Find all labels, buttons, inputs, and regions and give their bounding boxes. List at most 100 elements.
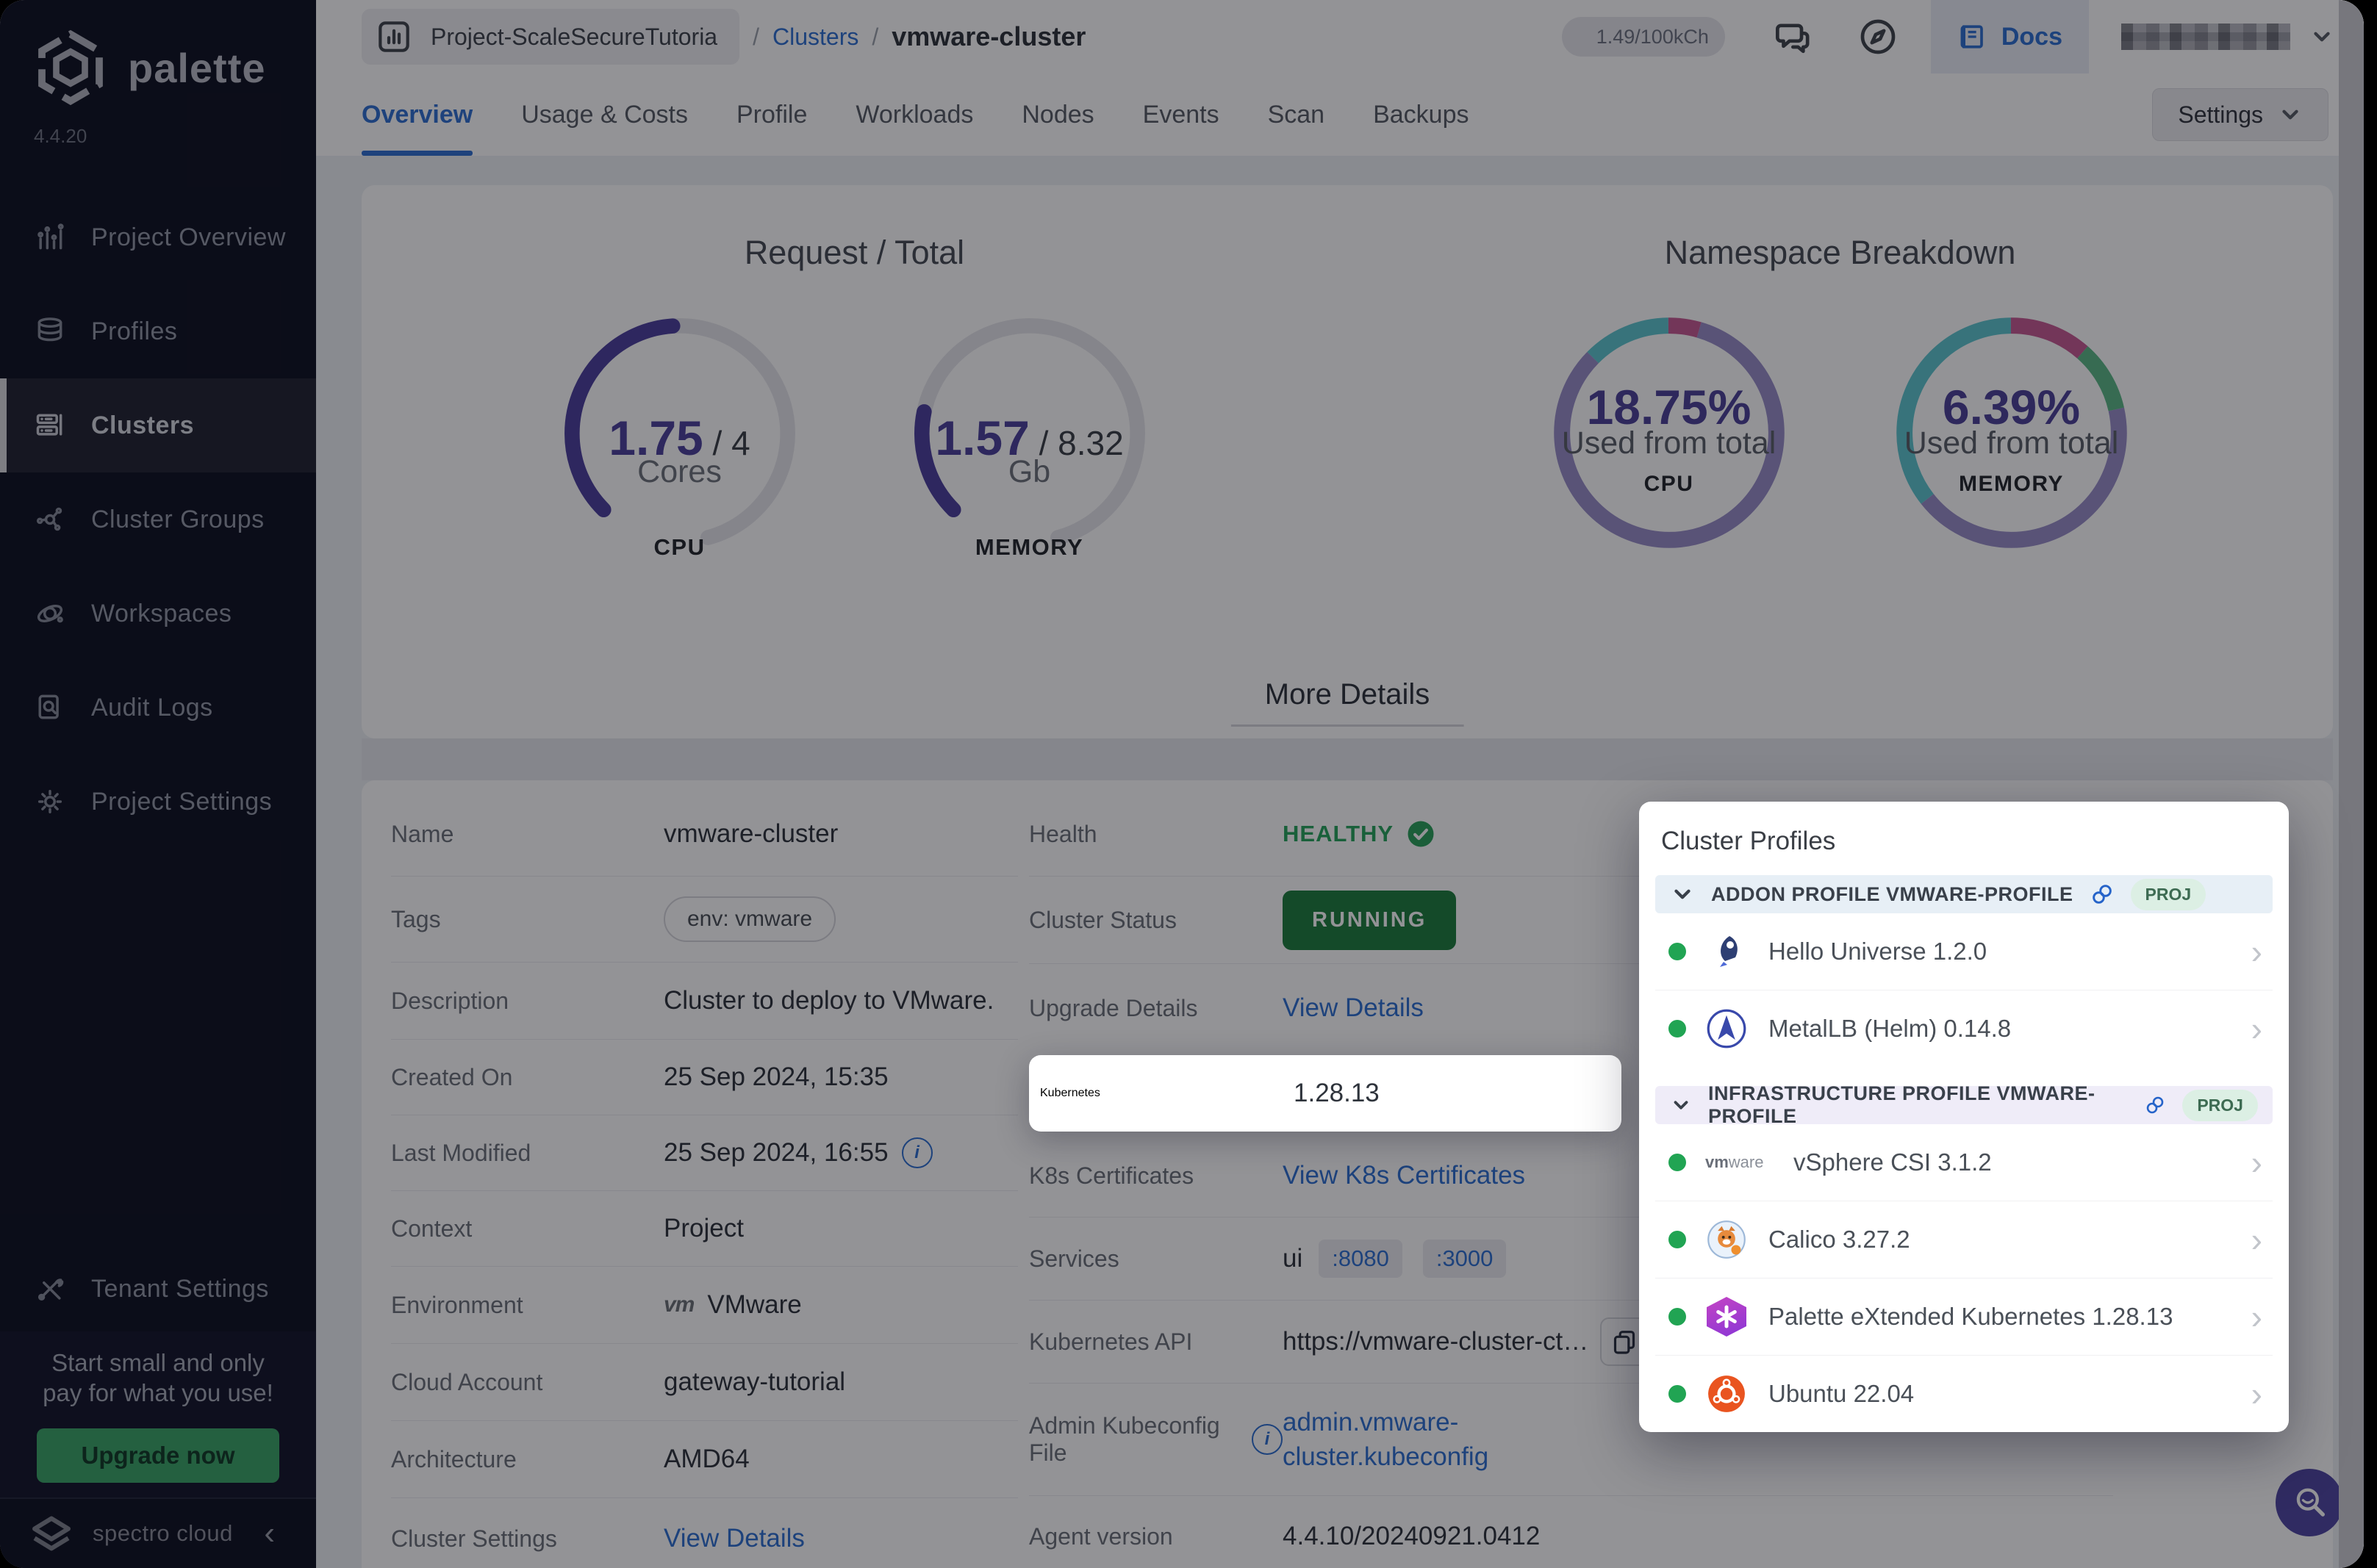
sidebar-item-tenant-settings[interactable]: Tenant Settings bbox=[0, 1242, 316, 1336]
infrastructure-profile-header[interactable]: INFRASTRUCTURE PROFILE VMWARE-PROFILE PR… bbox=[1655, 1082, 2273, 1127]
service-port-link[interactable]: :3000 bbox=[1422, 1240, 1507, 1278]
upgrade-now-button[interactable]: Upgrade now bbox=[37, 1428, 279, 1484]
breadcrumb-clusters-link[interactable]: Clusters bbox=[772, 23, 859, 50]
status-dot bbox=[1668, 1020, 1686, 1037]
vmware-logo-icon: vmware bbox=[1705, 1153, 1764, 1171]
breadcrumb-project-name: Project-ScaleSecureTutoria bbox=[431, 23, 718, 50]
detail-row-architecture: Architecture AMD64 bbox=[391, 1420, 1018, 1497]
chevron-down-icon bbox=[2314, 32, 2330, 42]
detail-row-certs: K8s Certificates View K8s Certificates bbox=[1029, 1161, 1526, 1190]
kubernetes-spotlight-row: Kubernetes 1.28.13 bbox=[1029, 1052, 2113, 1134]
profile-item-palette-k8s[interactable]: Palette eXtended Kubernetes 1.28.13 › bbox=[1655, 1278, 2273, 1355]
upgrade-details-link[interactable]: View Details bbox=[1283, 993, 1424, 1022]
profile-item-vsphere-csi[interactable]: vmware vSphere CSI 3.1.2 › bbox=[1655, 1124, 2273, 1201]
namespace-breakdown-title: Namespace Breakdown bbox=[1664, 234, 2016, 271]
sidebar-item-workspaces[interactable]: Workspaces bbox=[0, 567, 316, 661]
status-dot bbox=[1668, 1231, 1686, 1248]
sidebar-item-project-settings[interactable]: Project Settings bbox=[0, 755, 316, 849]
user-name-redacted bbox=[2121, 24, 2290, 50]
memory-gauge-unit: Gb bbox=[1008, 454, 1051, 490]
memory-donut-caption: Used from total bbox=[1904, 425, 2119, 461]
tab-backups[interactable]: Backups bbox=[1373, 100, 1469, 129]
brand-logo: palette bbox=[0, 0, 316, 106]
chevron-down-icon bbox=[1674, 1101, 1688, 1110]
calico-icon bbox=[1705, 1218, 1748, 1261]
detail-row-cluster-settings: Cluster Settings View Details bbox=[391, 1497, 1018, 1568]
more-details-button[interactable]: More Details bbox=[1230, 665, 1464, 727]
detail-row-environment: Environment vm VMware bbox=[391, 1266, 1018, 1343]
footer-brand: spectro cloud bbox=[93, 1520, 233, 1546]
sidebar-item-cluster-groups[interactable]: Cluster Groups bbox=[0, 472, 316, 567]
settings-button[interactable]: Settings bbox=[2152, 88, 2328, 141]
memory-donut-label: MEMORY bbox=[1959, 471, 2064, 496]
bar-chart-icon bbox=[37, 223, 64, 250]
k8s-certificates-link[interactable]: View K8s Certificates bbox=[1283, 1161, 1526, 1190]
chevron-right-icon: › bbox=[2251, 1010, 2262, 1048]
scope-badge: PROJ bbox=[2130, 878, 2206, 910]
detail-row-modified: Last Modified 25 Sep 2024, 16:55 i bbox=[391, 1115, 1018, 1190]
profile-item-metallb[interactable]: MetalLB (Helm) 0.14.8 › bbox=[1655, 990, 2273, 1067]
vmware-vm-icon: vm bbox=[664, 1292, 695, 1317]
cluster-settings-link[interactable]: View Details bbox=[664, 1524, 805, 1553]
chevron-right-icon: › bbox=[2251, 1220, 2262, 1259]
sidebar-item-label: Tenant Settings bbox=[91, 1274, 269, 1303]
orbit-icon bbox=[37, 605, 63, 623]
breadcrumb-separator: / bbox=[872, 23, 879, 50]
chevron-right-icon: › bbox=[2251, 1375, 2262, 1413]
sidebar-item-label: Profiles bbox=[91, 317, 178, 345]
health-status: HEALTHY bbox=[1283, 819, 1436, 849]
top-bar: Project-ScaleSecureTutoria / Clusters / … bbox=[316, 0, 2364, 73]
sidebar-item-project-overview[interactable]: Project Overview bbox=[0, 190, 316, 284]
running-status-badge: RUNNING bbox=[1283, 890, 1457, 950]
palette-logo-icon bbox=[38, 29, 103, 106]
sidebar-item-audit-logs[interactable]: Audit Logs bbox=[0, 661, 316, 755]
hello-universe-icon bbox=[1705, 930, 1748, 973]
status-dot bbox=[1668, 1385, 1686, 1403]
search-fab-button[interactable] bbox=[2276, 1469, 2343, 1536]
kubeconfig-link[interactable]: admin.vmware-cluster.kubeconfig bbox=[1283, 1407, 1489, 1471]
sidebar-footer: spectro cloud ‹ bbox=[0, 1497, 316, 1568]
service-port-link[interactable]: :8080 bbox=[1319, 1240, 1402, 1278]
profile-item-hello-universe[interactable]: Hello Universe 1.2.0 › bbox=[1655, 913, 2273, 990]
breadcrumb-separator: / bbox=[753, 23, 759, 50]
cpu-gauge: 1.75 / 4 Cores CPU bbox=[548, 304, 812, 563]
layers-icon bbox=[37, 317, 62, 342]
profile-item-ubuntu[interactable]: Ubuntu 22.04 › bbox=[1655, 1355, 2273, 1432]
network-icon bbox=[36, 507, 62, 531]
sidebar: palette 4.4.20 Project Overview Profiles… bbox=[0, 0, 316, 1568]
tab-nodes[interactable]: Nodes bbox=[1022, 100, 1094, 129]
addon-profile-header[interactable]: ADDON PROFILE VMWARE-PROFILE PROJ bbox=[1655, 875, 2273, 913]
tab-workloads[interactable]: Workloads bbox=[856, 100, 974, 129]
sidebar-item-clusters[interactable]: Clusters bbox=[0, 378, 316, 472]
collapse-sidebar-icon[interactable]: ‹ bbox=[264, 1515, 275, 1551]
info-icon[interactable]: i bbox=[1252, 1424, 1283, 1455]
tab-events[interactable]: Events bbox=[1142, 100, 1219, 129]
user-menu[interactable] bbox=[2121, 24, 2334, 50]
tab-scan[interactable]: Scan bbox=[1267, 100, 1325, 129]
detail-row-description: Description Cluster to deploy to VMware. bbox=[391, 962, 1018, 1039]
breadcrumb-project[interactable]: Project-ScaleSecureTutoria bbox=[362, 9, 740, 65]
copy-icon bbox=[1614, 1331, 1635, 1354]
docs-button[interactable]: Docs bbox=[1930, 0, 2089, 73]
book-icon bbox=[1960, 25, 1983, 48]
profile-item-calico[interactable]: Calico 3.27.2 › bbox=[1655, 1201, 2273, 1278]
chevron-down-icon bbox=[1674, 889, 1691, 899]
info-icon[interactable]: i bbox=[901, 1137, 933, 1168]
chevron-right-icon: › bbox=[2251, 932, 2262, 971]
detail-row-upgrade: Upgrade Details View Details bbox=[1029, 963, 2113, 1052]
detail-row-created: Created On 25 Sep 2024, 15:35 bbox=[391, 1039, 1018, 1115]
status-dot bbox=[1668, 1308, 1686, 1326]
scrollbar[interactable] bbox=[2339, 0, 2364, 1568]
compass-icon[interactable] bbox=[1857, 16, 1899, 57]
tab-usage-costs[interactable]: Usage & Costs bbox=[521, 100, 688, 129]
sidebar-item-label: Audit Logs bbox=[91, 693, 213, 722]
sidebar-item-profiles[interactable]: Profiles bbox=[0, 284, 316, 378]
tab-profile[interactable]: Profile bbox=[736, 100, 808, 129]
tab-overview[interactable]: Overview bbox=[362, 73, 473, 156]
memory-gauge-value: 1.57 / 8.32 bbox=[935, 411, 1124, 466]
cpu-gauge-value: 1.75 / 4 bbox=[609, 411, 750, 466]
memory-gauge-label: MEMORY bbox=[975, 534, 1084, 561]
sidebar-item-label: Project Settings bbox=[91, 787, 273, 816]
chat-icon[interactable] bbox=[1771, 16, 1812, 57]
